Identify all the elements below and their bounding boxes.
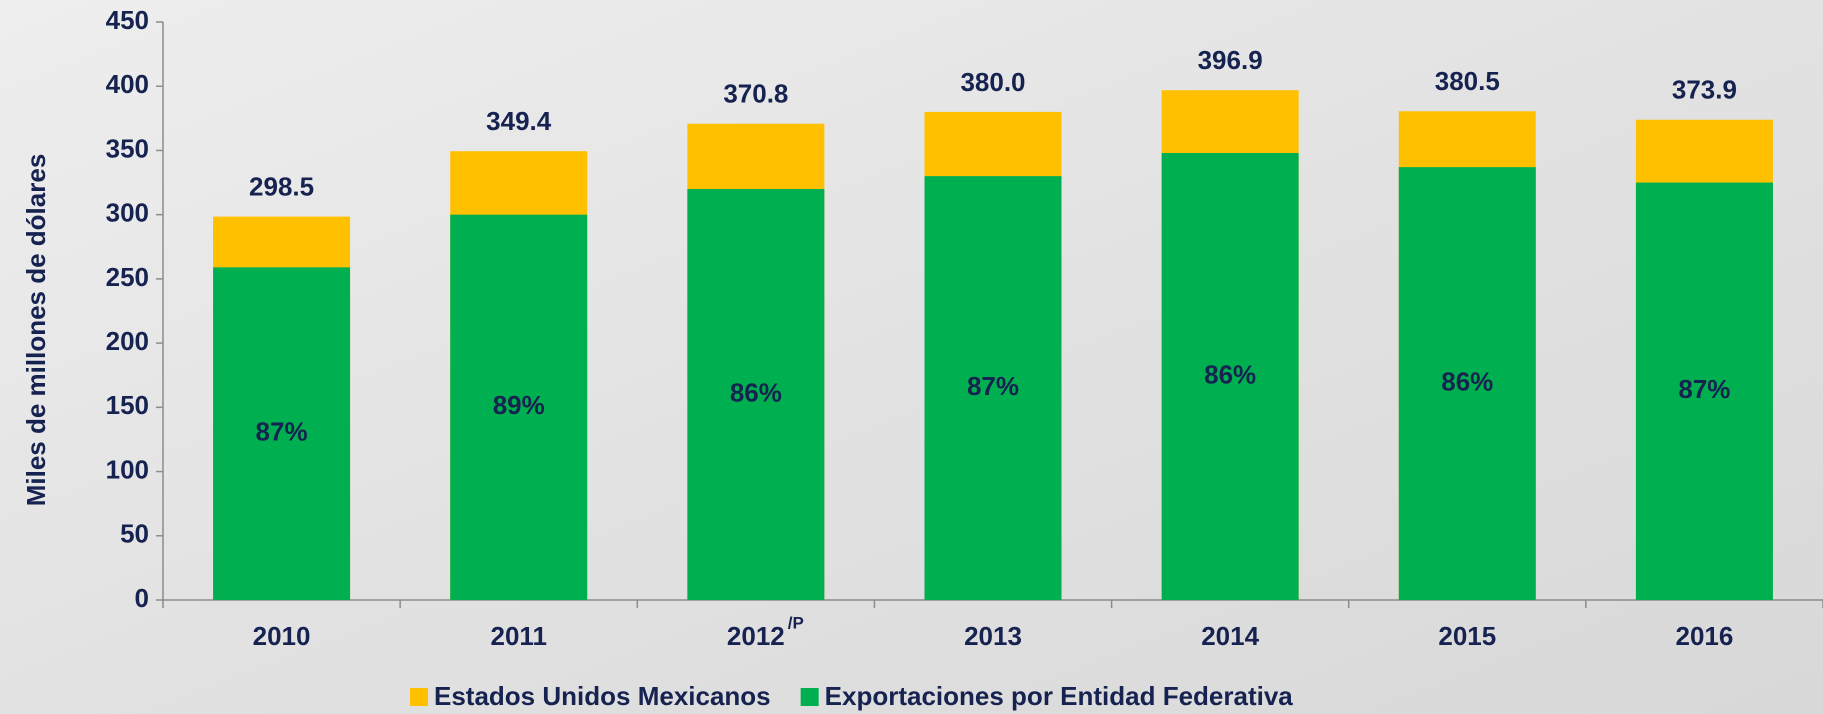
bar [687, 188, 825, 600]
y-tick-label: 250 [106, 262, 149, 292]
y-tick-label: 0 [135, 583, 149, 613]
legend-label: Estados Unidos Mexicanos [434, 681, 771, 711]
share-label: 89% [493, 390, 545, 420]
x-tick-label: 2016 [1676, 621, 1734, 651]
x-tick-label: 2014 [1201, 621, 1259, 651]
legend-swatch [410, 688, 428, 706]
bar [1398, 167, 1536, 601]
x-tick-label: 2010 [253, 621, 311, 651]
x-tick-label: 2011 [491, 621, 547, 651]
y-tick-label: 300 [106, 198, 149, 228]
share-label: 87% [967, 371, 1019, 401]
y-axis-label: Miles de millones de dólares [21, 154, 51, 507]
y-tick-label: 350 [106, 133, 149, 163]
value-label: 396.9 [1198, 45, 1263, 75]
bar [1635, 182, 1773, 601]
share-label: 86% [730, 377, 782, 407]
share-label: 87% [256, 417, 308, 447]
value-label: 380.5 [1435, 66, 1500, 96]
value-label: 349.4 [486, 106, 552, 136]
x-tick-label: 2015 [1438, 621, 1496, 651]
bar [924, 176, 1062, 600]
y-tick-label: 150 [106, 390, 149, 420]
x-tick-note: /P [788, 613, 804, 632]
y-tick-label: 400 [106, 69, 149, 99]
y-tick-label: 50 [120, 519, 149, 549]
value-label: 373.9 [1672, 75, 1737, 105]
value-label: 370.8 [723, 79, 788, 109]
y-tick-label: 100 [106, 454, 149, 484]
y-tick-label: 200 [106, 326, 149, 356]
value-label: 380.0 [960, 67, 1025, 97]
share-label: 87% [1678, 374, 1730, 404]
legend-swatch [800, 688, 819, 706]
share-label: 86% [1441, 366, 1493, 396]
bar [213, 267, 351, 600]
y-tick-label: 450 [106, 5, 149, 35]
x-tick-label: 2012 [727, 621, 785, 651]
bar [450, 214, 588, 600]
bar [1161, 153, 1299, 600]
share-label: 86% [1204, 359, 1256, 389]
x-tick-label: 2013 [964, 621, 1022, 651]
value-label: 298.5 [249, 171, 314, 201]
legend-label: Exportaciones por Entidad Federativa [825, 681, 1294, 711]
